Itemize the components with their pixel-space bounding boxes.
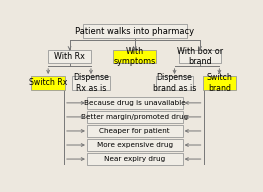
Text: With Rx: With Rx <box>54 52 85 61</box>
FancyBboxPatch shape <box>156 76 193 90</box>
Text: Switch
brand: Switch brand <box>206 73 232 93</box>
Text: More expensive drug: More expensive drug <box>97 142 173 148</box>
Text: With
symptoms: With symptoms <box>114 47 156 66</box>
FancyBboxPatch shape <box>87 125 183 137</box>
Text: Because drug is unavailable: Because drug is unavailable <box>84 100 186 106</box>
FancyBboxPatch shape <box>87 153 183 165</box>
FancyBboxPatch shape <box>87 139 183 151</box>
Text: Better margin/promoted drug: Better margin/promoted drug <box>81 114 188 120</box>
FancyBboxPatch shape <box>179 50 221 63</box>
Text: Dispense
Rx as is: Dispense Rx as is <box>73 73 109 93</box>
FancyBboxPatch shape <box>203 76 236 90</box>
FancyBboxPatch shape <box>113 50 156 63</box>
FancyBboxPatch shape <box>31 76 65 90</box>
FancyBboxPatch shape <box>72 76 110 90</box>
Text: Patient walks into pharmacy: Patient walks into pharmacy <box>75 27 194 36</box>
Text: Near expiry drug: Near expiry drug <box>104 156 165 162</box>
FancyBboxPatch shape <box>48 50 91 63</box>
FancyBboxPatch shape <box>83 24 187 38</box>
Text: Dispense
brand as is: Dispense brand as is <box>153 73 196 93</box>
Text: Cheaper for patient: Cheaper for patient <box>99 128 170 134</box>
FancyBboxPatch shape <box>87 97 183 109</box>
Text: Switch Rx: Switch Rx <box>29 78 67 87</box>
Text: With box or
brand: With box or brand <box>177 47 223 66</box>
FancyBboxPatch shape <box>87 111 183 123</box>
